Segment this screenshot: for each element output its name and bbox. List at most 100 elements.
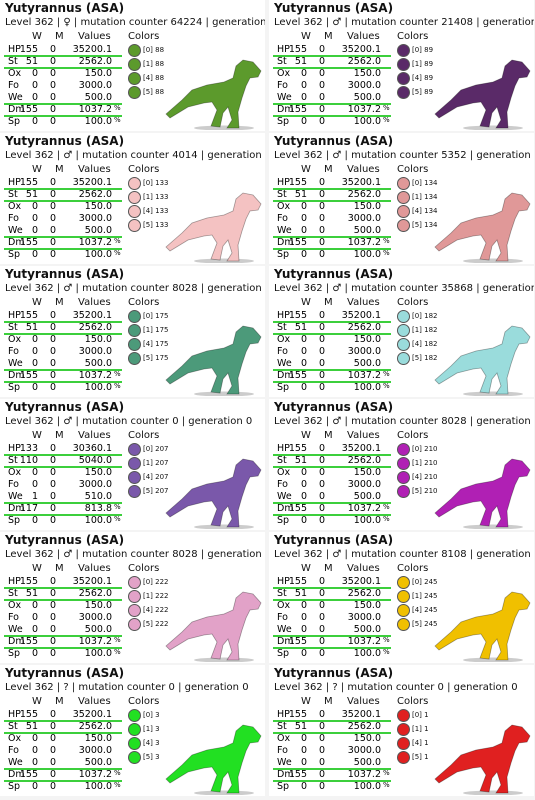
stat-row: We 1 0 510.0 [4,491,122,504]
column-header: M [55,696,64,707]
color-label: [1] 222 [143,592,169,600]
stat-value: 500.0 [84,757,112,768]
column-header: Values [347,164,380,175]
stat-w: 0 [300,467,307,478]
stat-name: Sp [277,781,290,792]
stat-row: Sp 0 0 100.0% [4,515,122,526]
creature-image [434,192,531,263]
stat-name: Sp [277,382,290,393]
stat-w: 0 [300,201,307,212]
stat-value: 100.0 [84,648,112,659]
stat-value: 500.0 [84,225,112,236]
stat-value: 1037.2 [78,370,112,381]
card-title: Yutyrannus (ASA) [5,267,125,281]
stat-row: Ox 0 0 150.0 [273,733,391,744]
color-swatch [397,618,410,631]
stat-row: Fo 0 0 3000.0 [4,346,122,357]
stat-m: 0 [318,310,325,321]
color-swatch [128,58,141,71]
stat-m: 0 [49,358,56,369]
stat-name: St [277,721,287,732]
stat-value: 150.0 [84,733,112,744]
stat-value: 3000.0 [78,80,112,91]
stat-name: Dm [277,503,294,514]
stat-w: 155 [288,177,307,188]
color-label: [5] 133 [143,221,169,229]
stat-row: HP 155 0 35200.1 [4,177,122,190]
stat-name: St [8,189,18,200]
color-label: [5] 210 [412,487,438,495]
column-header: M [55,430,64,441]
stat-w: 133 [19,443,38,454]
stat-name: Dm [8,237,25,248]
stat-w: 0 [31,467,38,478]
color-label: [5] 182 [412,354,438,362]
stat-name: St [8,56,18,67]
stat-m: 0 [49,757,56,768]
color-label: [1] 133 [143,193,169,201]
stat-value: 35200.1 [72,177,112,188]
column-header: W [301,31,311,42]
creature-body [165,591,262,661]
stat-w: 0 [300,745,307,756]
color-label: [0] 245 [412,578,438,586]
stat-name: Ox [8,334,22,345]
stat-row: Dm 155 0 1037.2% [273,237,391,250]
color-label: [0] 207 [143,445,169,453]
stat-m: 0 [49,213,56,224]
stat-m: 0 [318,225,325,236]
stat-w: 0 [31,757,38,768]
stat-name: Ox [277,201,291,212]
stat-unit: % [114,370,121,378]
stat-w: 0 [31,68,38,79]
stat-w: 0 [300,80,307,91]
stat-row: Dm 155 0 1037.2% [273,503,391,516]
stat-row: St 51 0 2562.0 [273,588,391,601]
stat-row: St 51 0 2562.0 [4,322,122,335]
stat-value: 1037.2 [347,237,381,248]
creature-image [165,724,262,795]
stat-name: St [277,322,287,333]
stat-unit: % [383,515,390,523]
stat-row: Dm 155 0 1037.2% [273,769,391,782]
stat-row: St 51 0 2562.0 [273,189,391,202]
color-swatch [397,338,410,351]
shadow [463,258,523,263]
stat-value: 100.0 [84,515,112,526]
stat-row: Fo 0 0 3000.0 [273,346,391,357]
column-header: W [32,164,42,175]
stat-m: 0 [318,358,325,369]
stat-m: 0 [318,721,325,732]
color-swatch [397,737,410,750]
stat-m: 0 [318,104,325,115]
column-header: Values [78,430,111,441]
stat-w: 155 [19,237,38,248]
stat-name: HP [8,576,21,587]
card-title: Yutyrannus (ASA) [274,267,394,281]
stat-row: We 0 0 500.0 [273,624,391,637]
stat-row: Ox 0 0 150.0 [273,467,391,478]
stat-m: 0 [318,249,325,260]
stat-row: Fo 0 0 3000.0 [273,612,391,623]
color-label: [4] 89 [412,74,434,82]
stat-name: Ox [277,467,291,478]
card-title: Yutyrannus (ASA) [5,533,125,547]
stat-name: We [277,358,292,369]
color-label: [0] 175 [143,312,169,320]
stat-unit: % [114,781,121,789]
stat-row: Sp 0 0 100.0% [273,648,391,659]
stat-w: 0 [300,225,307,236]
stat-unit: % [383,636,390,644]
stat-m: 0 [318,44,325,55]
stat-row: Dm 155 0 1037.2% [273,370,391,383]
stat-m: 0 [318,600,325,611]
stat-row: HP 155 0 35200.1 [4,576,122,589]
stat-value: 150.0 [353,201,381,212]
card-subtitle: Level 362 | ♂ | mutation counter 0 | gen… [5,416,253,427]
creature-image [434,458,531,529]
stat-m: 0 [49,249,56,260]
stat-name: Ox [8,68,22,79]
stat-row: HP 155 0 35200.1 [273,310,391,323]
stat-w: 0 [31,624,38,635]
column-header: W [301,164,311,175]
